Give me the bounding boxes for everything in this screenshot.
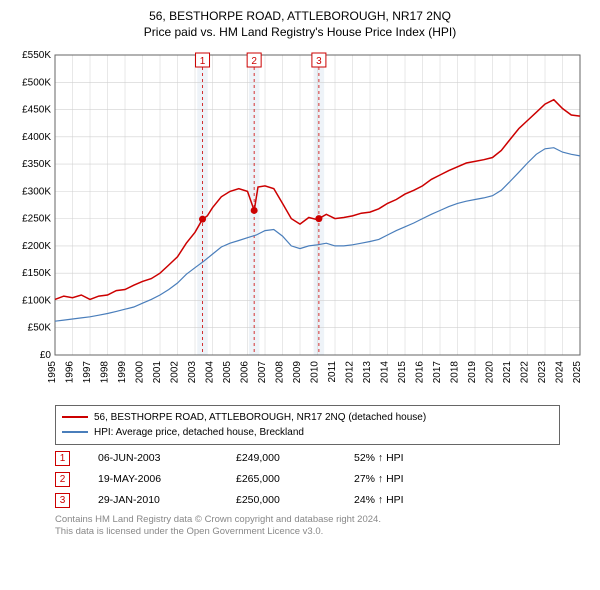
y-tick-label: £450K xyxy=(22,104,51,115)
legend-label: 56, BESTHORPE ROAD, ATTLEBOROUGH, NR17 2… xyxy=(94,410,426,425)
x-tick-label: 2000 xyxy=(135,360,146,383)
x-tick-label: 2003 xyxy=(187,360,198,383)
marker-price: £265,000 xyxy=(236,473,326,485)
footnote: Contains HM Land Registry data © Crown c… xyxy=(55,514,560,539)
marker-pct: 24% ↑ HPI xyxy=(354,494,404,506)
legend-swatch xyxy=(62,431,88,433)
x-tick-label: 2025 xyxy=(572,360,583,383)
x-tick-label: 2023 xyxy=(537,360,548,383)
line-chart-svg: £0 £50K £100K £150K £200K £250K £300K £350K £400… xyxy=(10,45,590,395)
x-tick-label: 1998 xyxy=(100,360,111,383)
legend-row: 56, BESTHORPE ROAD, ATTLEBOROUGH, NR17 2… xyxy=(62,410,553,425)
marker-badge: 2 xyxy=(55,472,70,487)
x-tick-label: 2014 xyxy=(380,360,391,383)
y-tick-label: £150K xyxy=(22,268,51,279)
x-tick-label: 2005 xyxy=(222,360,233,383)
x-tick-label: 2002 xyxy=(170,360,181,383)
x-tick-label: 2013 xyxy=(362,360,373,383)
marker-row: 3 29-JAN-2010 £250,000 24% ↑ HPI xyxy=(55,493,560,508)
legend-label: HPI: Average price, detached house, Brec… xyxy=(94,425,304,440)
x-tick-label: 1996 xyxy=(65,360,76,383)
y-tick-label: £100K xyxy=(22,295,51,306)
marker-table: 1 06-JUN-2003 £249,000 52% ↑ HPI 2 19-MAY-200… xyxy=(55,451,560,508)
x-tick-label: 1997 xyxy=(82,360,93,383)
x-tick-label: 2015 xyxy=(397,360,408,383)
marker-price: £250,000 xyxy=(236,494,326,506)
chart-title: 56, BESTHORPE ROAD, ATTLEBOROUGH, NR17 2… xyxy=(10,8,590,25)
chart-legend: 56, BESTHORPE ROAD, ATTLEBOROUGH, NR17 2… xyxy=(55,405,560,445)
marker-price: £249,000 xyxy=(236,452,326,464)
marker-badge-number: 3 xyxy=(316,56,322,67)
x-tick-label: 2010 xyxy=(310,360,321,383)
y-tick-label: £250K xyxy=(22,213,51,224)
x-tick-label: 2009 xyxy=(292,360,303,383)
x-tick-label: 2001 xyxy=(152,360,163,383)
x-tick-label: 2024 xyxy=(555,360,566,383)
y-tick-label: £200K xyxy=(22,241,51,252)
chart-plot-area: £0 £50K £100K £150K £200K £250K £300K £350K £400… xyxy=(10,45,590,395)
x-tick-label: 1995 xyxy=(47,360,58,383)
marker-date: 19-MAY-2006 xyxy=(98,473,208,485)
x-tick-label: 2018 xyxy=(450,360,461,383)
x-tick-label: 2012 xyxy=(345,360,356,383)
marker-row: 1 06-JUN-2003 £249,000 52% ↑ HPI xyxy=(55,451,560,466)
marker-pct: 27% ↑ HPI xyxy=(354,473,404,485)
x-tick-label: 2017 xyxy=(432,360,443,383)
x-tick-label: 2006 xyxy=(240,360,251,383)
y-tick-label: £50K xyxy=(28,323,52,334)
chart-subtitle: Price paid vs. HM Land Registry's House … xyxy=(10,25,590,39)
footnote-line: Contains HM Land Registry data © Crown c… xyxy=(55,514,560,526)
x-tick-label: 2004 xyxy=(205,360,216,383)
marker-date: 06-JUN-2003 xyxy=(98,452,208,464)
marker-row: 2 19-MAY-2006 £265,000 27% ↑ HPI xyxy=(55,472,560,487)
x-tick-label: 2008 xyxy=(275,360,286,383)
marker-badge-number: 2 xyxy=(251,56,257,67)
x-tick-label: 2007 xyxy=(257,360,268,383)
x-tick-label: 2019 xyxy=(467,360,478,383)
marker-pct: 52% ↑ HPI xyxy=(354,452,404,464)
y-tick-label: £500K xyxy=(22,77,51,88)
chart-container: 56, BESTHORPE ROAD, ATTLEBOROUGH, NR17 2… xyxy=(0,0,600,544)
marker-badge: 3 xyxy=(55,493,70,508)
legend-swatch xyxy=(62,416,88,418)
x-tick-label: 2011 xyxy=(327,360,338,382)
y-tick-label: £300K xyxy=(22,186,51,197)
x-tick-label: 2021 xyxy=(502,360,513,383)
marker-badge-number: 1 xyxy=(200,56,206,67)
y-tick-label: £550K xyxy=(22,50,51,61)
marker-badge: 1 xyxy=(55,451,70,466)
x-tick-label: 1999 xyxy=(117,360,128,383)
legend-row: HPI: Average price, detached house, Brec… xyxy=(62,425,553,440)
x-tick-label: 2022 xyxy=(520,360,531,383)
footnote-line: This data is licensed under the Open Gov… xyxy=(55,526,560,538)
y-tick-label: £0 xyxy=(40,350,52,361)
marker-date: 29-JAN-2010 xyxy=(98,494,208,506)
x-tick-label: 2020 xyxy=(485,360,496,383)
y-tick-label: £350K xyxy=(22,159,51,170)
x-tick-label: 2016 xyxy=(415,360,426,383)
y-tick-label: £400K xyxy=(22,132,51,143)
